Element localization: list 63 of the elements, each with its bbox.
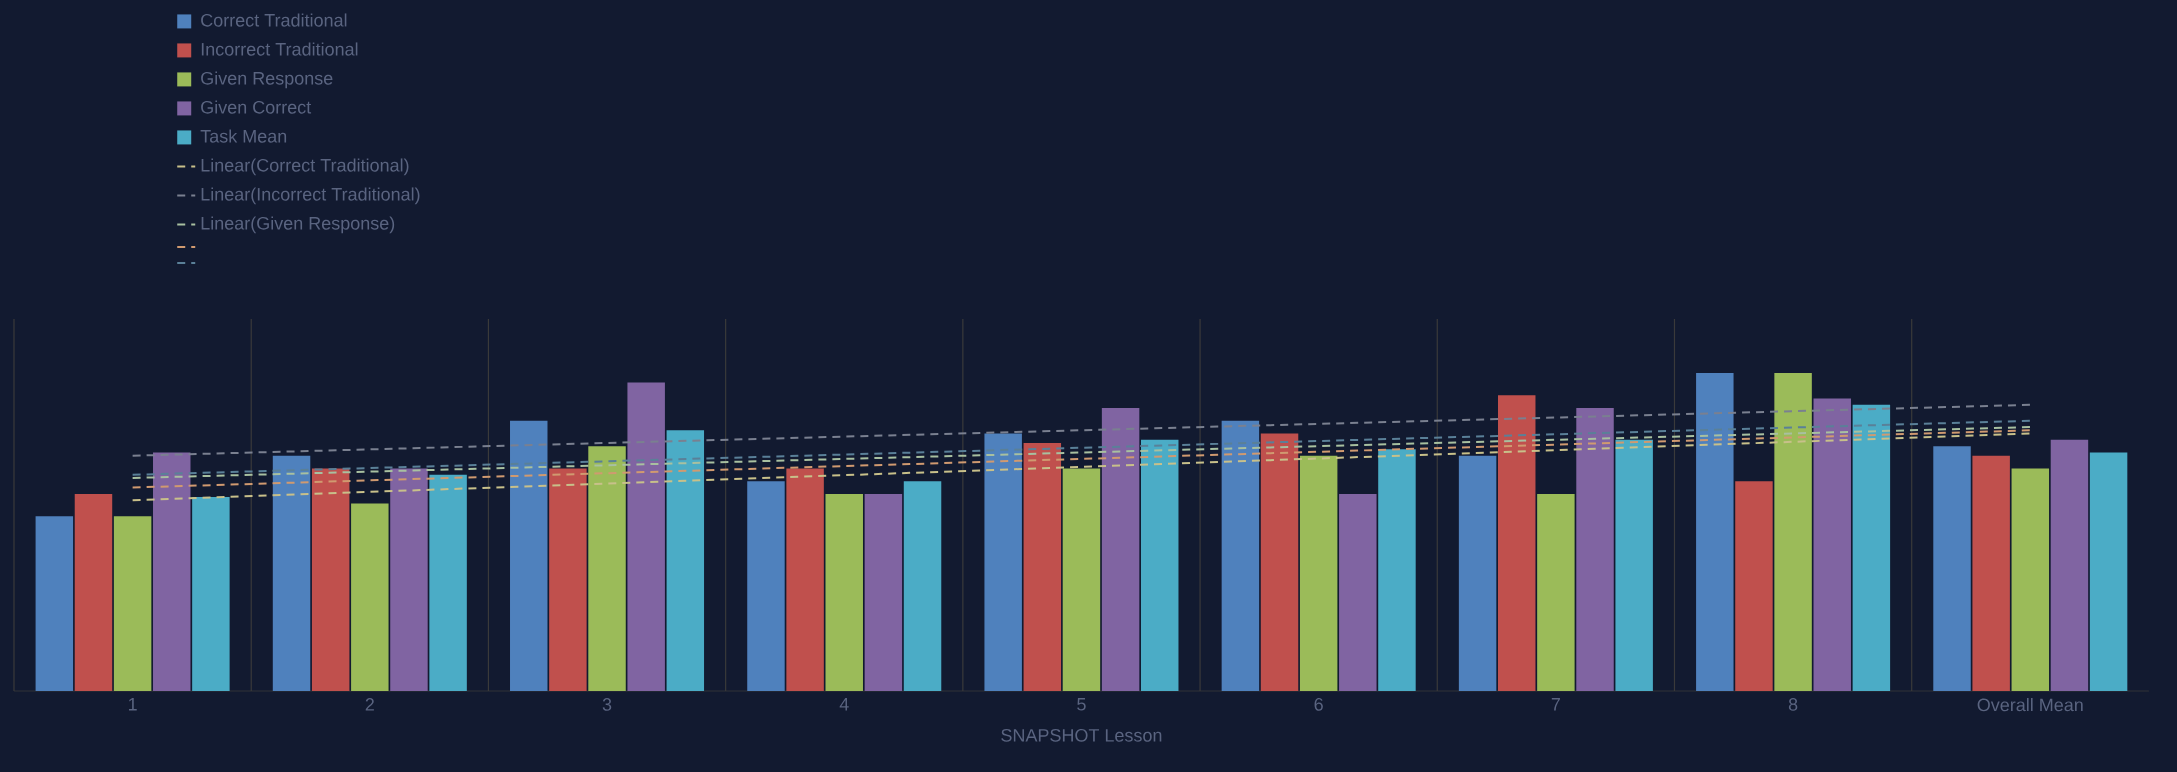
bar (786, 468, 824, 691)
legend-label: Linear(Correct Traditional) (201, 158, 409, 176)
bar (747, 481, 785, 691)
bar (1378, 449, 1416, 691)
bar (1813, 398, 1851, 691)
legend-label: Linear(Incorrect Traditional) (201, 187, 420, 205)
bar (1062, 468, 1101, 691)
bar (1933, 446, 1971, 691)
bar (1140, 439, 1179, 691)
bar (1615, 439, 1653, 691)
x-tick-label: 7 (1551, 698, 1560, 711)
bar (1260, 433, 1299, 691)
x-tick-label: 1 (128, 698, 137, 711)
legend-label: Correct Traditional (201, 13, 347, 27)
bar (666, 430, 705, 691)
bar (272, 455, 311, 691)
bar (2011, 468, 2050, 691)
bar (1972, 455, 2010, 691)
bar (1299, 455, 1338, 691)
bar (1774, 373, 1812, 691)
bar (549, 468, 587, 691)
x-tick-label: 8 (1788, 698, 1798, 711)
legend-label: Linear(Given Response) (201, 216, 395, 234)
bar (35, 516, 74, 691)
legend-label: Given Correct (201, 100, 312, 114)
bar (588, 446, 626, 691)
x-tick-label: 6 (1314, 698, 1323, 711)
x-tick-label: 5 (1077, 698, 1086, 711)
bar (627, 382, 665, 691)
legend-label: Incorrect Traditional (201, 42, 358, 56)
bar (74, 493, 113, 691)
bar (1101, 408, 1140, 691)
bar (192, 497, 230, 691)
bar (113, 516, 152, 691)
bar (864, 493, 903, 691)
legend-label: Given Response (201, 71, 333, 89)
bar (351, 503, 389, 691)
x-tick-label: 2 (365, 698, 374, 711)
bar (1852, 404, 1891, 691)
bar (1221, 420, 1260, 691)
x-tick-label: 4 (839, 698, 849, 711)
bar (1023, 443, 1062, 691)
bar (2089, 452, 2128, 691)
bar (510, 420, 548, 691)
bar (2050, 439, 2089, 691)
bar (1458, 455, 1497, 691)
bar (1537, 493, 1575, 691)
x-tick-label: 3 (602, 698, 612, 711)
bar (903, 481, 942, 691)
bar (1498, 395, 1536, 691)
bar (153, 452, 191, 691)
bar (429, 474, 467, 691)
bar (1735, 481, 1773, 691)
bar (311, 468, 350, 691)
bar (1696, 373, 1734, 691)
x-tick-label: Overall Mean (1977, 698, 2083, 712)
bar (390, 468, 428, 691)
x-axis-title: SNAPSHOT Lesson (1001, 728, 1162, 742)
legend-label: Task Mean (200, 129, 287, 143)
bar (825, 493, 863, 691)
bar (984, 433, 1022, 691)
bar (1339, 493, 1377, 691)
bar (1576, 408, 1614, 691)
